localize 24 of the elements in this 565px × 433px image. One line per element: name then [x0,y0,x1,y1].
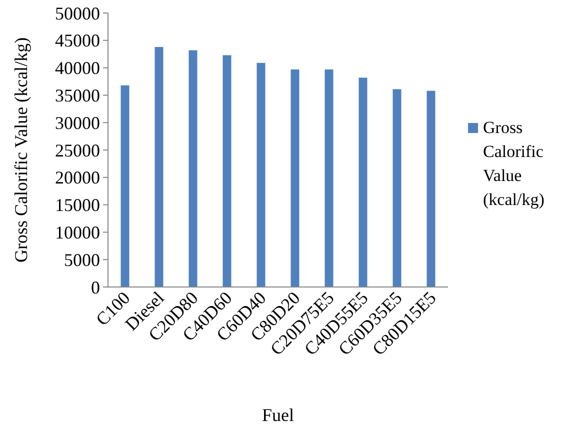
y-axis-title: Gross Calorific Value (kcal/kg) [11,37,31,263]
legend-label: Gross Calorific Value (kcal/kg) [483,118,544,209]
y-tick-label: 15000 [55,195,100,216]
bar [222,55,232,287]
y-tick-label: 45000 [55,30,100,51]
bar [256,62,266,287]
y-tick-label: 35000 [55,86,100,106]
y-tick-label: 0 [91,277,100,298]
bar [188,50,198,287]
bar [392,89,402,287]
bar [120,85,130,287]
y-tick-label: 10000 [55,222,100,242]
bar [358,78,368,287]
y-tick-label: 30000 [55,112,100,133]
bar [154,46,164,287]
y-tick-label: 20000 [55,168,100,188]
bar [324,69,334,287]
x-axis-title: Fuel [262,405,294,425]
y-tick-label: 25000 [55,140,100,160]
y-tick-label: 40000 [55,58,100,78]
y-tick-label: 50000 [55,3,100,24]
bar [426,90,436,287]
y-tick-label: 5000 [64,250,100,270]
bar [290,69,300,287]
